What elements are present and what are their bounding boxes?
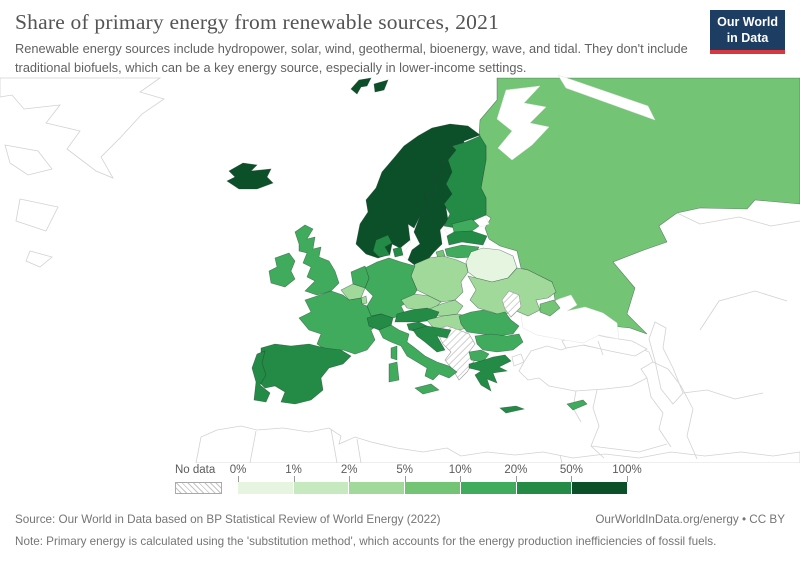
- legend-bin-20-50%[interactable]: [516, 482, 572, 494]
- legend-no-data-swatch[interactable]: [175, 482, 222, 494]
- legend-tick-mark: [404, 476, 406, 482]
- legend-tick-mark: [349, 476, 351, 482]
- country-northmacedonia[interactable]: [468, 349, 490, 363]
- legend-tick-label: 100%: [612, 464, 642, 476]
- border-line-0: [249, 430, 257, 463]
- map-legend: No data 0% 1% 2% 5% 10% 20% 50% 100%: [0, 462, 800, 498]
- legend-tick-label: 2%: [340, 464, 358, 476]
- source-text: Source: Our World in Data based on BP St…: [15, 513, 441, 526]
- landmass-arc2: [15, 198, 59, 232]
- country-ireland[interactable]: [268, 252, 296, 288]
- border-line-4: [597, 340, 604, 356]
- border-line-2: [356, 438, 362, 463]
- owid-logo-line2: in Data: [726, 30, 769, 45]
- legend-bin-50-100%[interactable]: [572, 482, 628, 494]
- legend-bin-1-2%[interactable]: [293, 482, 349, 494]
- legend-tick-mark: [460, 476, 462, 482]
- legend-tick-mark: [293, 476, 295, 482]
- credit-link[interactable]: OurWorldInData.org/energy • CC BY: [595, 513, 785, 526]
- owid-logo-line1: Our World: [717, 15, 778, 29]
- legend-tick-mark: [515, 476, 517, 482]
- landmass-arc1: [4, 144, 53, 176]
- country-belgium[interactable]: [340, 283, 366, 301]
- country-uk[interactable]: [294, 224, 340, 296]
- border-line-8: [590, 443, 668, 453]
- legend-color-bar[interactable]: [238, 482, 628, 494]
- owid-logo: Our World in Data: [710, 10, 785, 55]
- landmass-greenland: [0, 77, 165, 179]
- country-iceland[interactable]: [226, 162, 274, 190]
- legend-tick-mark: [238, 476, 239, 482]
- country-romania[interactable]: [458, 309, 520, 337]
- sea-1: [496, 85, 550, 161]
- background-landmass-layer: [0, 77, 800, 463]
- border-line-5: [652, 361, 698, 460]
- border-line-1: [330, 428, 338, 463]
- legend-bin-5-10%[interactable]: [405, 482, 460, 494]
- legend-bin-10-20%[interactable]: [460, 482, 516, 494]
- europe-choropleth-map[interactable]: [0, 75, 800, 463]
- landmass-anatolia: [518, 342, 654, 392]
- legend-bin-2-5%[interactable]: [349, 482, 405, 494]
- country-spain[interactable]: [256, 343, 352, 405]
- country-layer: [226, 77, 588, 414]
- border-line-7: [590, 389, 605, 459]
- legend-tick-label: 1%: [285, 464, 302, 476]
- landmass-thrace: [511, 353, 525, 367]
- legend-tick-label: 50%: [559, 464, 583, 476]
- country-estonia[interactable]: [451, 218, 480, 233]
- country-cyprus[interactable]: [566, 399, 588, 411]
- country-latvia[interactable]: [446, 230, 488, 246]
- border-line-6: [646, 377, 672, 448]
- legend-tick-label: 0%: [229, 464, 247, 476]
- page-title: Share of primary energy from renewable s…: [15, 10, 500, 34]
- country-finland[interactable]: [443, 135, 487, 229]
- border-line-10: [676, 212, 800, 227]
- country-france[interactable]: [298, 290, 398, 361]
- country-netherlands[interactable]: [350, 265, 370, 289]
- note-text: Note: Primary energy is calculated using…: [15, 535, 717, 548]
- country-germany[interactable]: [364, 257, 418, 319]
- legend-tick-label: 20%: [504, 464, 528, 476]
- legend-bin-0-1%[interactable]: [238, 482, 293, 494]
- country-portugal[interactable]: [251, 350, 271, 403]
- country-denmark[interactable]: [372, 234, 404, 258]
- sea-0: [557, 75, 656, 121]
- country-austria[interactable]: [394, 307, 440, 323]
- chart-subtitle: Renewable energy sources include hydropo…: [15, 41, 688, 75]
- country-westbalkans[interactable]: [434, 325, 476, 381]
- border-line-12: [682, 389, 764, 400]
- country-bulgaria[interactable]: [474, 333, 524, 353]
- country-svalbard[interactable]: [350, 77, 389, 95]
- country-crimea[interactable]: [539, 299, 561, 317]
- legend-tick-label: 10%: [448, 464, 472, 476]
- country-greece[interactable]: [468, 354, 526, 414]
- landmass-arc3: [25, 250, 53, 268]
- chart-footer: Source: Our World in Data based on BP St…: [0, 505, 800, 563]
- landmass-caspian: [648, 321, 684, 405]
- legend-tick-label: 5%: [396, 464, 414, 476]
- legend-tick-mark: [627, 476, 628, 482]
- country-italy[interactable]: [378, 324, 458, 395]
- country-poland[interactable]: [410, 255, 469, 303]
- legend-tick-mark: [571, 476, 573, 482]
- country-croatia[interactable]: [412, 325, 452, 353]
- country-moldova[interactable]: [501, 290, 522, 318]
- legend-no-data-label: No data: [175, 464, 216, 476]
- border-line-11: [699, 290, 788, 331]
- landmass-africa: [195, 425, 800, 463]
- border-line-3: [559, 454, 563, 463]
